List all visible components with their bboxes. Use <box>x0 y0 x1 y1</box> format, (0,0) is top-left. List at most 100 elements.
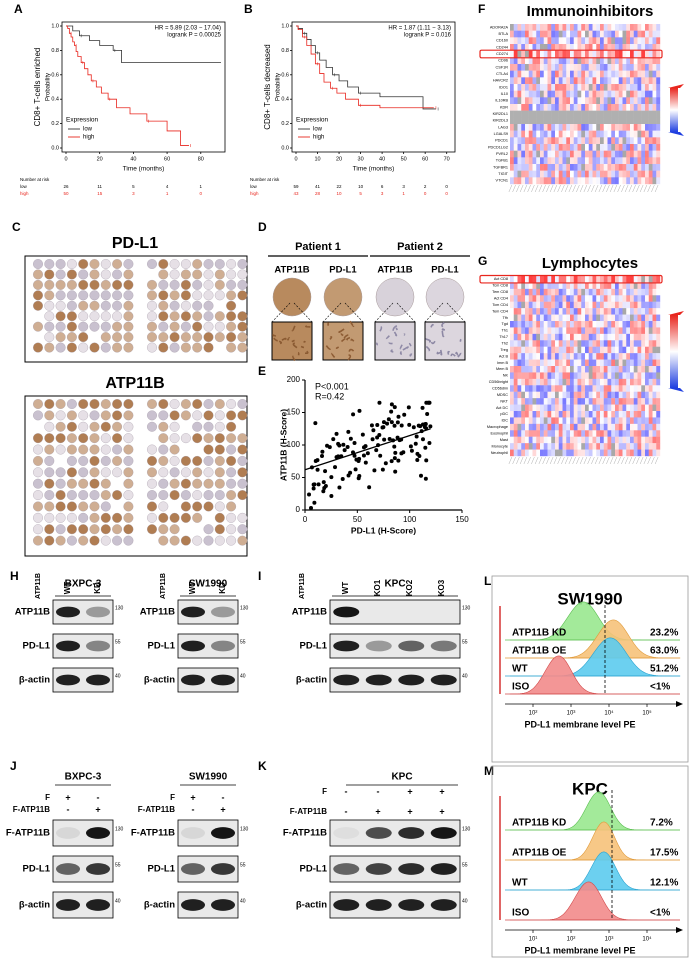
scatter-point <box>363 460 368 465</box>
scatter-point <box>365 451 370 456</box>
heat-cell <box>547 117 552 125</box>
heat-cell <box>525 340 529 347</box>
heat-cell <box>652 144 657 151</box>
heat-cell <box>648 144 653 151</box>
heat-cell <box>618 97 623 105</box>
heat-cell <box>562 24 567 31</box>
tissue-core <box>203 444 214 455</box>
heat-cell <box>592 398 597 405</box>
blot-band <box>56 606 80 618</box>
tissue-core <box>158 321 169 332</box>
heat-cell <box>532 301 537 309</box>
heat-cell <box>517 37 522 45</box>
tissue-core <box>66 279 77 290</box>
y-tick-label: 0.0 <box>281 145 289 151</box>
heat-cell <box>600 124 604 131</box>
heat-cell <box>622 340 627 347</box>
tissue-core <box>55 524 66 535</box>
heat-cell <box>536 366 541 373</box>
heat-cell <box>555 308 559 315</box>
heat-cell <box>600 436 604 444</box>
heat-cell <box>585 282 589 290</box>
tissue-core <box>112 455 123 466</box>
size-marker: 130 <box>115 826 124 832</box>
heat-cell <box>588 157 593 165</box>
heat-cell <box>645 430 649 437</box>
heat-cell <box>633 104 638 111</box>
heat-cell <box>517 57 522 65</box>
heat-cell <box>596 314 601 322</box>
tissue-core <box>78 259 89 269</box>
heat-cell <box>536 404 541 412</box>
heat-cell <box>547 24 552 31</box>
heat-cell <box>637 346 642 354</box>
heat-cell <box>573 398 578 405</box>
heat-cell <box>510 24 514 31</box>
line <box>632 184 636 193</box>
line <box>591 456 595 465</box>
tissue-core <box>203 300 214 311</box>
heat-cell <box>592 117 597 125</box>
tissue-core <box>78 455 89 466</box>
heat-cell <box>633 353 638 360</box>
heat-cell <box>536 301 541 309</box>
heat-cell <box>513 449 518 457</box>
heat-cell <box>603 398 608 405</box>
tissue-core <box>100 342 111 353</box>
risk-count: 0 <box>445 191 448 196</box>
heat-cell <box>633 372 638 380</box>
heat-cell <box>510 276 514 283</box>
heat-cell <box>585 84 589 91</box>
tissue-core <box>33 410 43 421</box>
heat-cell <box>577 157 582 165</box>
heat-cell <box>630 346 634 354</box>
heat-cell <box>600 90 604 98</box>
heat-cell <box>615 170 619 178</box>
heat-cell <box>592 301 597 309</box>
heat-cell <box>577 301 582 309</box>
heat-cell <box>600 30 604 38</box>
heat-cell <box>618 30 623 38</box>
heat-cell <box>570 449 574 457</box>
heat-cell <box>626 177 631 185</box>
heat-cell <box>562 295 567 302</box>
heat-cell <box>600 340 604 347</box>
heat-cell <box>573 372 578 380</box>
heat-cell <box>596 353 601 360</box>
heat-cell <box>637 24 642 31</box>
line <box>516 184 520 193</box>
heat-cell <box>611 77 616 85</box>
line <box>568 184 573 193</box>
heat-cell <box>525 404 529 412</box>
heat-cell <box>581 64 586 71</box>
heat-cell <box>641 308 646 315</box>
heat-cell <box>547 110 552 118</box>
heat-cell <box>607 276 612 283</box>
tissue-core <box>100 311 111 322</box>
heat-cell <box>633 288 638 296</box>
tissue-core <box>237 535 248 546</box>
heat-cell <box>562 385 567 392</box>
heat-cell <box>521 423 526 431</box>
row-label: Act CD8 <box>494 277 508 281</box>
heat-cell <box>615 321 619 328</box>
heat-cell <box>513 398 518 405</box>
heat-cell <box>600 282 604 290</box>
tissue-core <box>123 524 134 535</box>
blot-band <box>398 640 425 652</box>
heat-cell <box>510 97 514 105</box>
percent-label: 51.2% <box>650 664 678 675</box>
tissue-core <box>100 279 111 290</box>
heat-cell <box>547 404 552 412</box>
scatter-point <box>408 444 413 449</box>
heat-cell <box>622 97 627 105</box>
heat-cell <box>521 295 526 302</box>
heat-cell <box>622 137 627 145</box>
heat-cell <box>577 276 582 283</box>
heat-cell <box>540 177 544 185</box>
heat-cell <box>607 443 612 450</box>
heat-cell <box>592 144 597 151</box>
heat-cell <box>558 295 563 302</box>
heat-cell <box>607 417 612 425</box>
heat-cell <box>570 37 574 45</box>
